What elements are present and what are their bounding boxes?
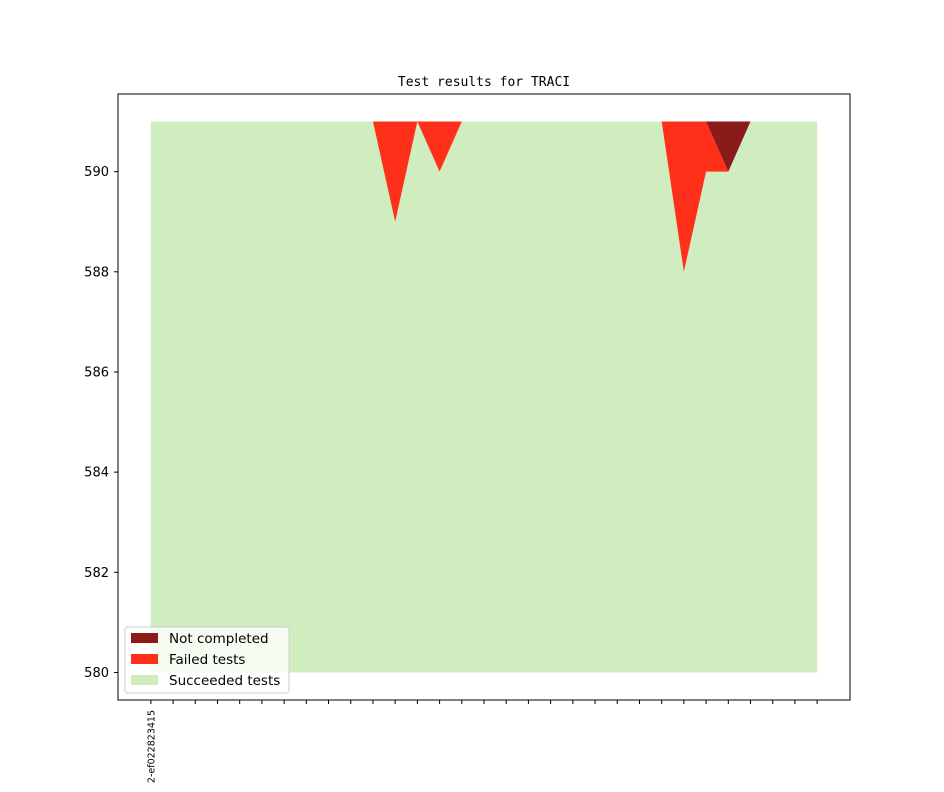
area-failed-tests [150, 121, 818, 272]
legend-box [124, 626, 290, 694]
y-tick-label: 588 [84, 265, 109, 280]
area-succeeded-tests [150, 121, 818, 673]
legend-swatch [131, 654, 158, 664]
y-tick-label: 580 [84, 666, 109, 681]
legend-label: Succeeded tests [169, 673, 280, 689]
legend-label: Not completed [169, 631, 269, 647]
y-tick-label: 584 [84, 466, 109, 481]
y-tick-label: 582 [84, 566, 109, 581]
legend-swatch [131, 675, 158, 685]
legend-swatch [131, 633, 158, 643]
y-tick-label: 586 [84, 365, 109, 380]
x-tick-label: 2-ef022823415 [146, 710, 157, 783]
chart-title: Test results for TRACI [398, 75, 570, 90]
legend-label: Failed tests [169, 652, 245, 668]
y-tick-label: 590 [84, 165, 109, 180]
